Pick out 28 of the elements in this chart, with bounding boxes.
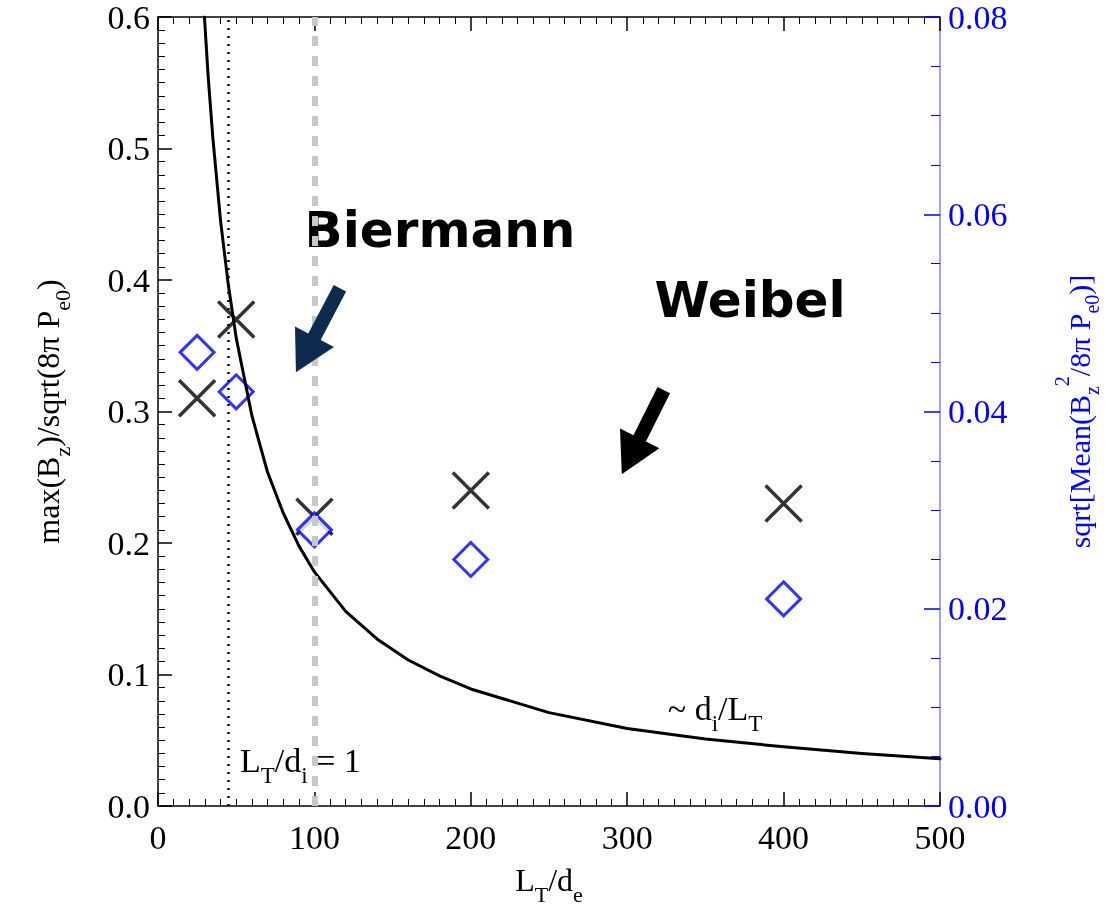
y-tick-label: 0.1 xyxy=(107,656,150,693)
point xyxy=(452,540,490,578)
point xyxy=(216,299,256,340)
y2-tick-label: 0.06 xyxy=(948,195,1008,233)
y-tick-label: 0.0 xyxy=(107,787,150,825)
y2-tick-label: 0.02 xyxy=(948,590,1008,628)
point xyxy=(765,580,803,618)
point xyxy=(763,483,804,524)
y-tick-label: 0.6 xyxy=(107,0,150,36)
x-tick-label: 200 xyxy=(445,818,497,856)
y-tick-label: 0.5 xyxy=(107,130,150,167)
y-tick-label: 0.4 xyxy=(107,261,150,299)
y2-tick-label: 0.08 xyxy=(948,0,1008,36)
x-tick-label: 100 xyxy=(288,818,340,856)
y-axis-title: max(Bz)/sqrt(8π Pe0) xyxy=(29,279,75,544)
point xyxy=(451,470,491,511)
x-tick-label: 300 xyxy=(601,818,653,856)
point xyxy=(177,378,217,419)
y2-tick-label: 0.04 xyxy=(948,393,1008,430)
annotation: Weibel xyxy=(654,271,846,329)
x-tick-label: 0 xyxy=(149,818,167,856)
y-tick-label: 0.2 xyxy=(107,524,150,562)
y2-axis-title: sqrt[Mean(Bz2/8π Pe0)] xyxy=(1051,274,1103,549)
x-tick-label: 400 xyxy=(758,818,810,856)
point xyxy=(178,333,216,371)
point xyxy=(217,373,255,411)
y-tick-label: 0.3 xyxy=(107,393,150,430)
annotation: Biermann xyxy=(304,201,576,259)
